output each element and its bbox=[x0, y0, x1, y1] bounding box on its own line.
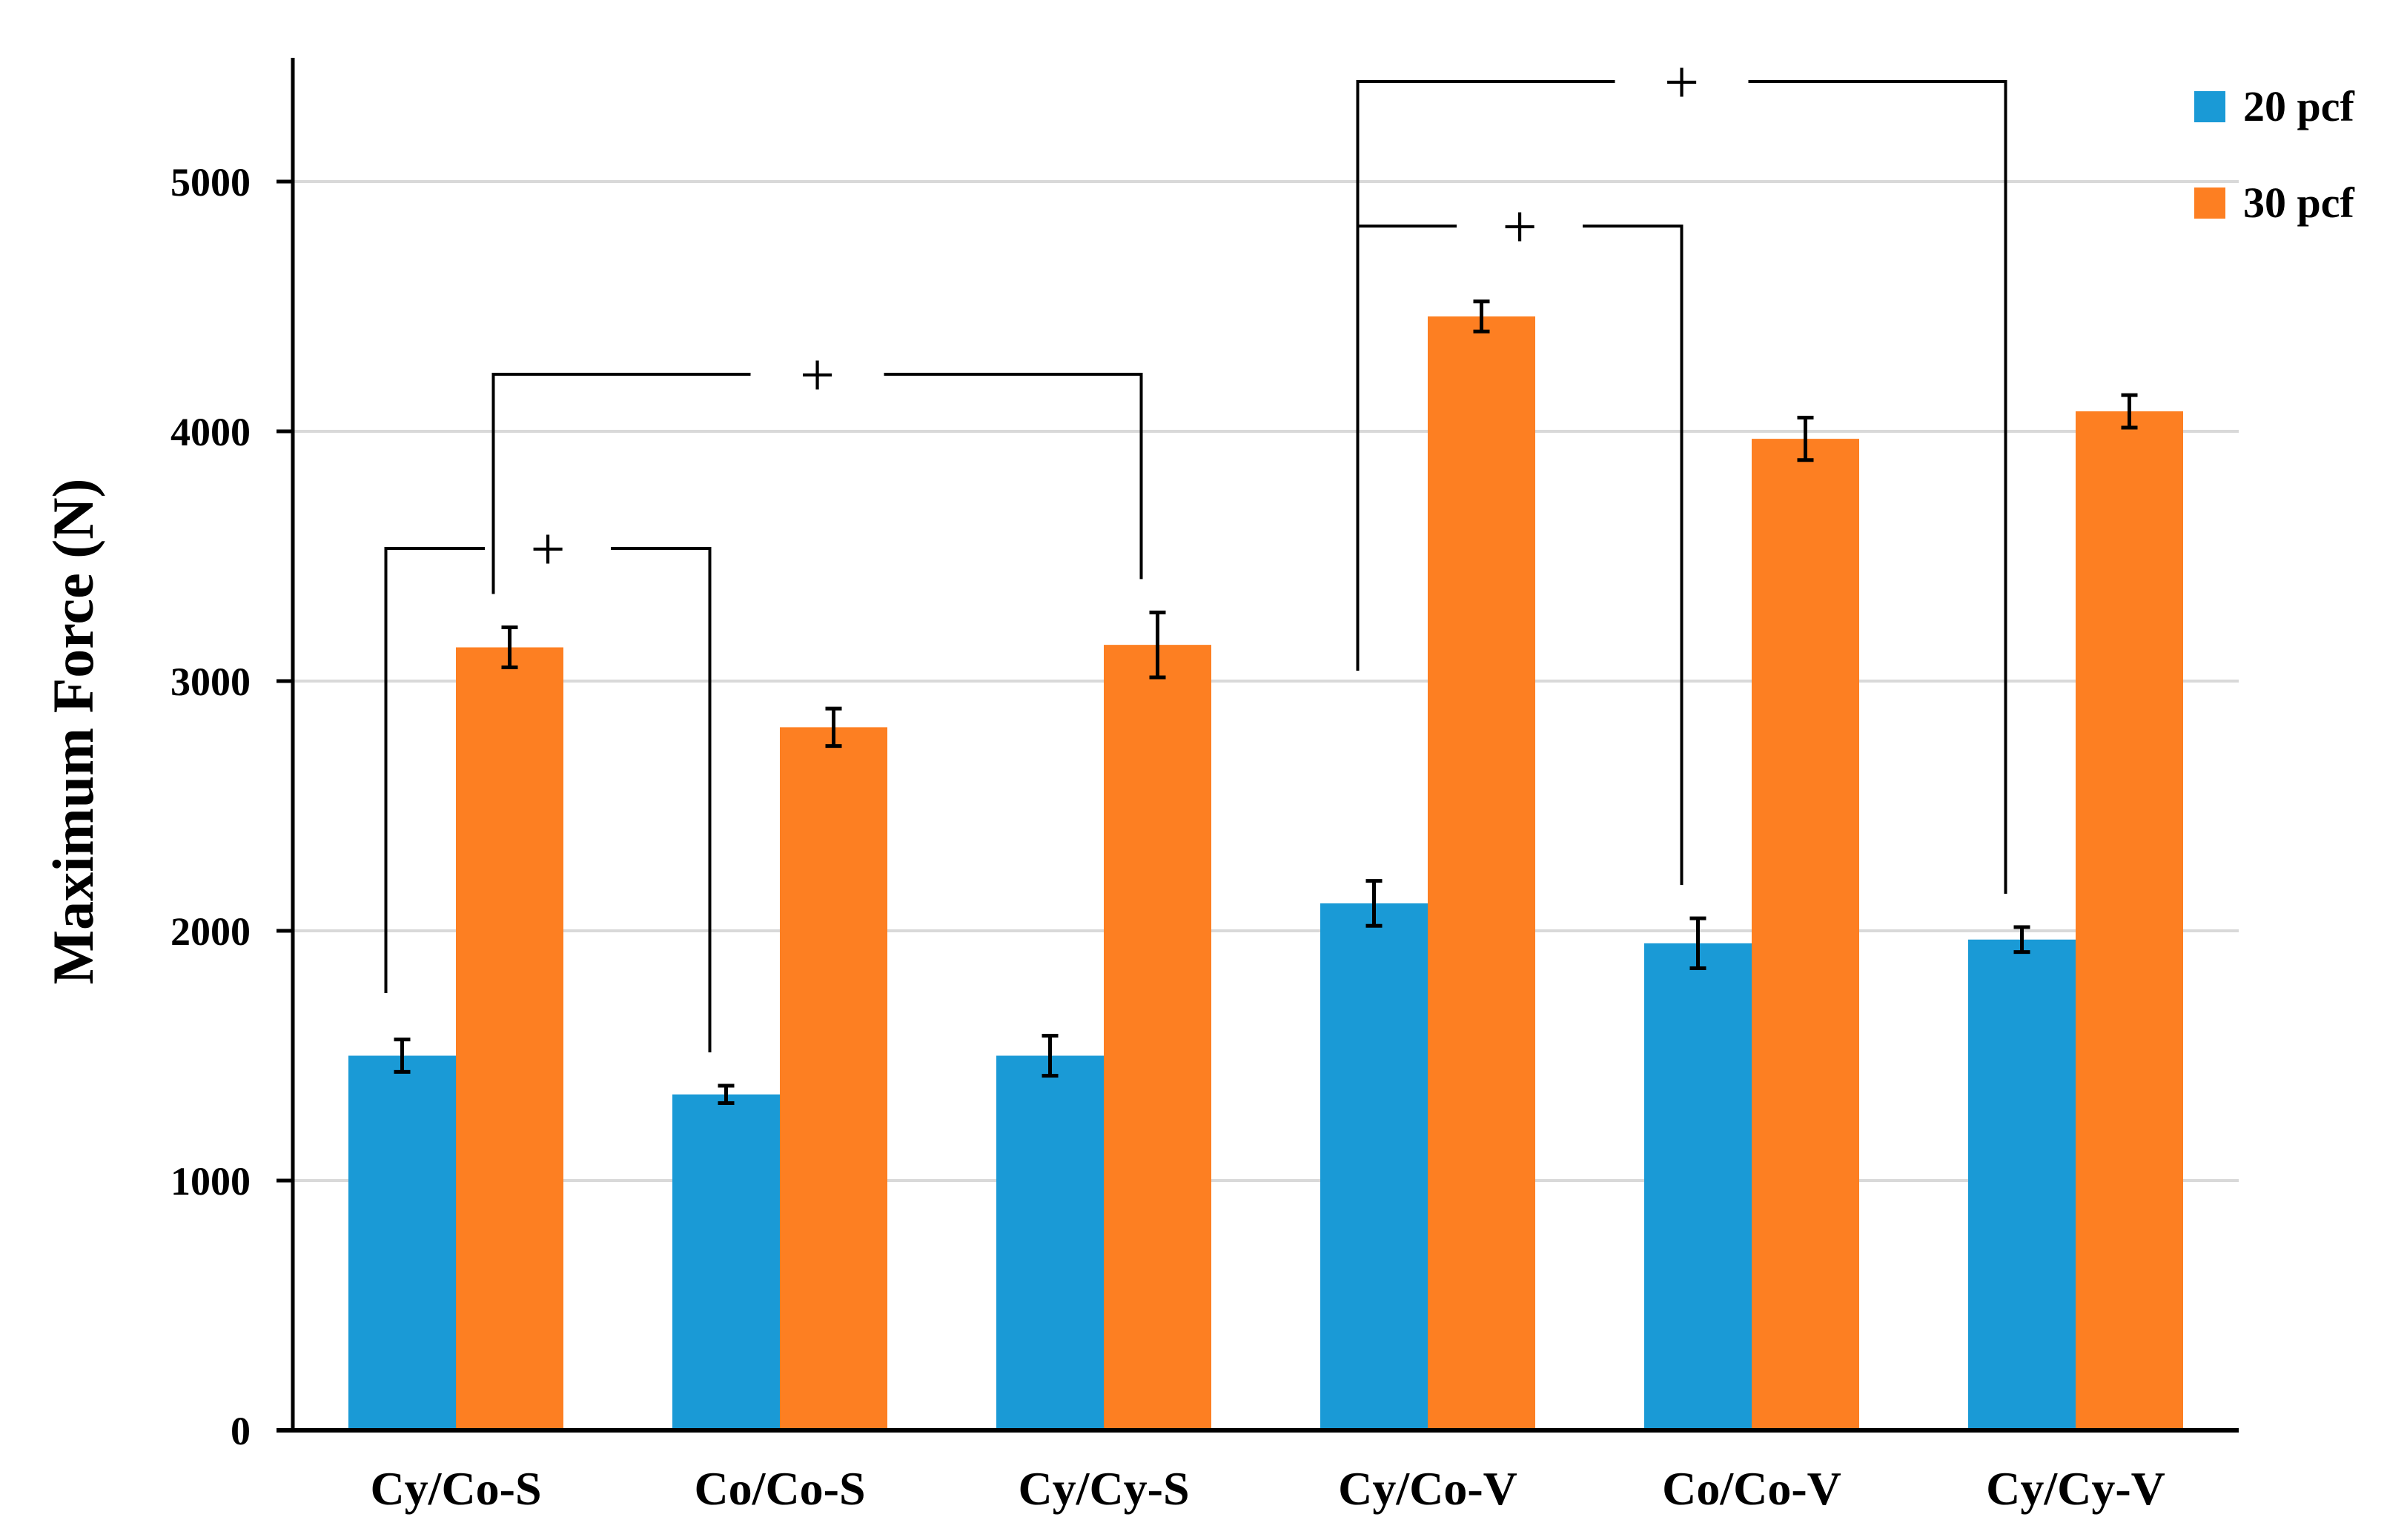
significance-label: + bbox=[1664, 48, 1699, 117]
legend-item: 30 pcf bbox=[2194, 179, 2355, 227]
error-bar bbox=[1797, 415, 1814, 462]
y-tick-labels: 0 1000 2000 3000 4000 5000 bbox=[170, 160, 293, 1453]
gridlines bbox=[293, 180, 2239, 1182]
error-bar bbox=[394, 1038, 411, 1074]
significance-bracket: + bbox=[1356, 48, 2007, 894]
bar-Co/Co-V-30-pcf bbox=[1752, 439, 1859, 1430]
x-tick-label: Cy/Cy-V bbox=[1986, 1462, 2165, 1515]
significance-label: + bbox=[800, 341, 835, 410]
legend-swatch bbox=[2194, 91, 2225, 122]
x-tick-label: Cy/Cy-S bbox=[1018, 1462, 1189, 1515]
bar-Cy/Co-V-30-pcf bbox=[1428, 316, 1535, 1431]
bar-Cy/Cy-V-30-pcf bbox=[2076, 411, 2183, 1430]
significance-bracket: + bbox=[491, 341, 1143, 594]
error-bar bbox=[1689, 916, 1706, 971]
significance-label: + bbox=[1502, 193, 1537, 262]
legend-label: 30 pcf bbox=[2243, 179, 2355, 227]
legend-label: 20 pcf bbox=[2243, 82, 2355, 130]
legend-swatch bbox=[2194, 187, 2225, 219]
y-tick-label: 0 bbox=[231, 1409, 251, 1453]
x-tick-label: Co/Co-S bbox=[694, 1462, 865, 1515]
error-bar bbox=[1149, 610, 1166, 680]
x-tick-label: Cy/Co-S bbox=[370, 1462, 541, 1515]
significance-label: + bbox=[530, 515, 565, 584]
error-bar bbox=[2013, 925, 2030, 955]
y-tick-label: 5000 bbox=[170, 160, 251, 205]
y-axis-label: Maximum Force (N) bbox=[41, 479, 105, 985]
y-tick-label: 3000 bbox=[170, 660, 251, 704]
error-bar bbox=[1365, 879, 1383, 928]
axes bbox=[277, 58, 2239, 1433]
bar-Cy/Co-S-30-pcf bbox=[456, 647, 563, 1430]
bars bbox=[348, 316, 2183, 1431]
error-bar bbox=[501, 625, 518, 669]
bar-Co/Co-V-20-pcf bbox=[1644, 943, 1752, 1430]
x-tick-label: Cy/Co-V bbox=[1338, 1462, 1517, 1515]
x-tick-labels: Cy/Co-S Co/Co-S Cy/Cy-S Cy/Co-V Co/Co-V Cy/Cy… bbox=[370, 1462, 2165, 1515]
legend-item: 20 pcf bbox=[2194, 82, 2355, 130]
x-tick-label: Co/Co-V bbox=[1662, 1462, 1841, 1515]
bar-Cy/Cy-S-30-pcf bbox=[1104, 645, 1211, 1430]
error-bar bbox=[1473, 299, 1490, 333]
y-tick-label: 4000 bbox=[170, 410, 251, 454]
error-bars bbox=[394, 299, 2138, 1106]
legend: 20 pcf 30 pcf bbox=[2194, 82, 2355, 227]
bar-Cy/Co-V-20-pcf bbox=[1320, 903, 1428, 1430]
significance-brackets: + + + + bbox=[384, 48, 2007, 1052]
error-bar bbox=[718, 1083, 735, 1106]
bar-Cy/Cy-S-20-pcf bbox=[996, 1055, 1104, 1430]
error-bar bbox=[1042, 1034, 1059, 1078]
bar-Cy/Co-S-20-pcf bbox=[348, 1055, 456, 1430]
bar-Co/Co-S-20-pcf bbox=[672, 1094, 780, 1430]
y-tick-label: 2000 bbox=[170, 909, 251, 954]
significance-bracket: + bbox=[384, 515, 712, 1052]
bar-Co/Co-S-30-pcf bbox=[780, 727, 887, 1430]
error-bar bbox=[825, 706, 842, 749]
y-tick-label: 1000 bbox=[170, 1159, 251, 1204]
error-bar bbox=[2121, 393, 2138, 430]
bar-Cy/Cy-V-20-pcf bbox=[1968, 939, 2076, 1430]
